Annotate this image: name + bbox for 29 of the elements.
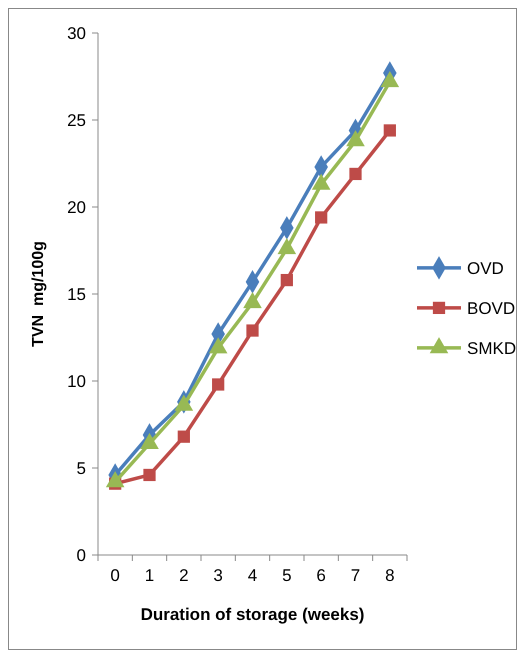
y-tick-label: 20 (67, 198, 86, 217)
x-tick-label: 6 (316, 566, 326, 585)
x-tick-label: 0 (110, 566, 120, 585)
y-tick-label: 0 (76, 546, 86, 565)
y-tick-label: 25 (67, 110, 86, 130)
x-axis-title: Duration of storage (weeks) (140, 605, 364, 624)
legend-label: OVD (467, 258, 504, 278)
legend-label: SMKD (467, 338, 516, 358)
point (143, 468, 156, 482)
x-tick-label: 4 (248, 566, 258, 585)
legend-label: BOVD (467, 298, 516, 318)
y-tick-label: 5 (76, 458, 86, 478)
point (212, 378, 224, 391)
point (246, 324, 259, 337)
x-tick-label: 7 (350, 566, 360, 585)
x-tick-label: 2 (179, 566, 189, 585)
point (178, 430, 190, 443)
y-axis-title: TVN mg/100g (30, 241, 47, 347)
point (315, 211, 328, 224)
point (384, 124, 396, 137)
point (349, 168, 362, 180)
x-tick-label: 5 (282, 566, 292, 585)
x-tick-label: 3 (213, 566, 223, 585)
x-tick-label: 1 (144, 566, 154, 585)
y-tick-label: 15 (67, 284, 86, 304)
point (280, 274, 293, 286)
y-tick-label: 10 (67, 372, 86, 391)
y-tick-label: 30 (67, 24, 86, 43)
x-tick-label: 8 (385, 566, 395, 585)
